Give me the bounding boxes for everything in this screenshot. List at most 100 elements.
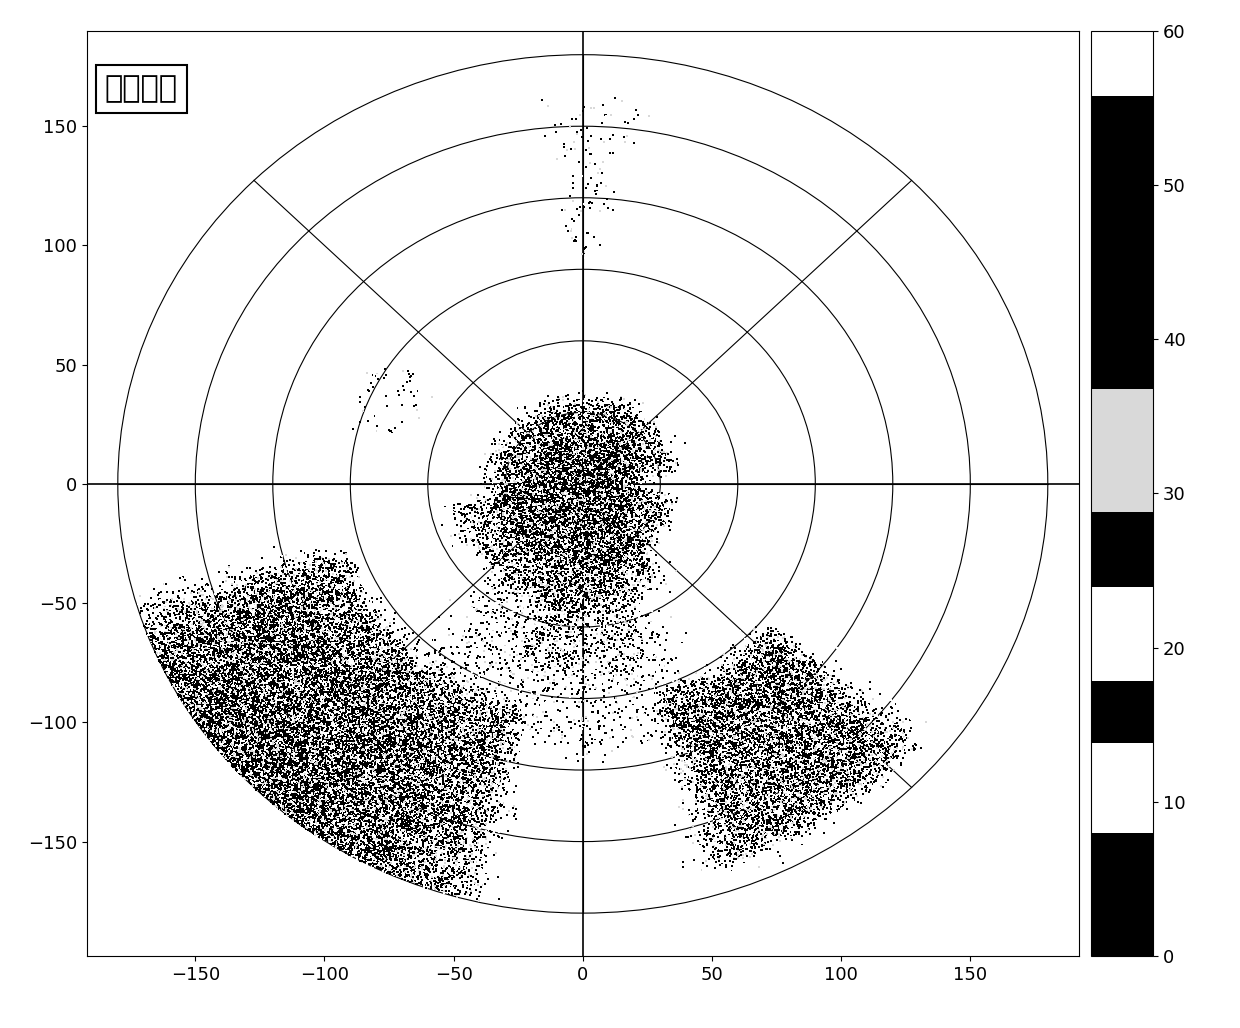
Point [451,880,471,896]
Point [289,713,309,730]
Point [795,737,815,754]
Point [324,717,343,733]
Point [244,766,264,782]
Point [418,733,438,749]
Point [692,701,712,718]
Point [801,726,821,742]
Point [500,503,520,519]
Point [407,712,427,729]
Point [348,723,368,739]
Point [565,518,585,535]
Point [536,595,556,612]
Point [388,732,408,748]
Point [474,608,494,624]
Point [249,749,269,766]
Point [466,821,486,838]
Point [391,714,410,731]
Point [259,712,279,729]
Point [589,584,609,600]
Point [351,698,371,714]
Point [558,447,578,464]
Point [686,731,706,747]
Point [733,811,753,828]
Point [574,517,594,534]
Point [502,505,522,521]
Point [215,651,234,667]
Point [526,507,546,523]
Point [408,750,428,767]
Point [257,788,277,805]
Point [606,464,626,480]
Point [539,498,559,514]
Point [589,500,609,516]
Point [187,646,207,662]
Point [459,639,479,656]
Point [835,750,854,767]
Point [583,456,603,473]
Point [565,524,585,541]
Point [471,718,491,734]
Point [246,779,265,796]
Point [552,433,572,449]
Point [589,533,609,549]
Point [280,743,300,760]
Point [238,642,258,659]
Point [262,601,281,618]
Point [267,673,286,690]
Point [254,764,274,780]
Point [596,493,616,510]
Point [355,601,374,618]
Point [342,595,362,612]
Point [727,749,746,766]
Point [719,704,739,721]
Point [191,634,211,651]
Point [283,649,303,665]
Point [715,705,735,722]
Point [538,512,558,528]
Point [450,818,470,835]
Point [701,731,720,747]
Point [308,559,327,576]
Point [560,457,580,474]
Point [448,866,467,882]
Point [572,475,591,491]
Point [589,515,609,531]
Point [585,446,605,463]
Point [269,747,289,764]
Point [283,811,303,828]
Point [528,608,548,624]
Point [368,690,388,706]
Point [714,773,734,790]
Point [415,692,435,708]
Point [574,542,594,558]
Point [233,621,253,637]
Point [650,454,670,471]
Point [274,596,294,613]
Point [315,572,335,588]
Point [351,824,371,841]
Point [348,710,368,727]
Point [325,743,345,760]
Point [281,741,301,758]
Point [696,730,715,746]
Point [423,697,443,713]
Point [637,731,657,747]
Point [291,796,311,812]
Point [335,751,355,768]
Point [737,768,756,784]
Point [253,692,273,708]
Point [564,479,584,495]
Point [286,626,306,642]
Point [233,759,253,775]
Point [585,527,605,544]
Point [770,656,790,672]
Point [475,777,495,794]
Point [347,840,367,856]
Point [764,736,784,752]
Point [239,609,259,625]
Point [258,742,278,759]
Point [616,491,636,508]
Point [528,500,548,516]
Point [280,744,300,761]
Point [290,758,310,774]
